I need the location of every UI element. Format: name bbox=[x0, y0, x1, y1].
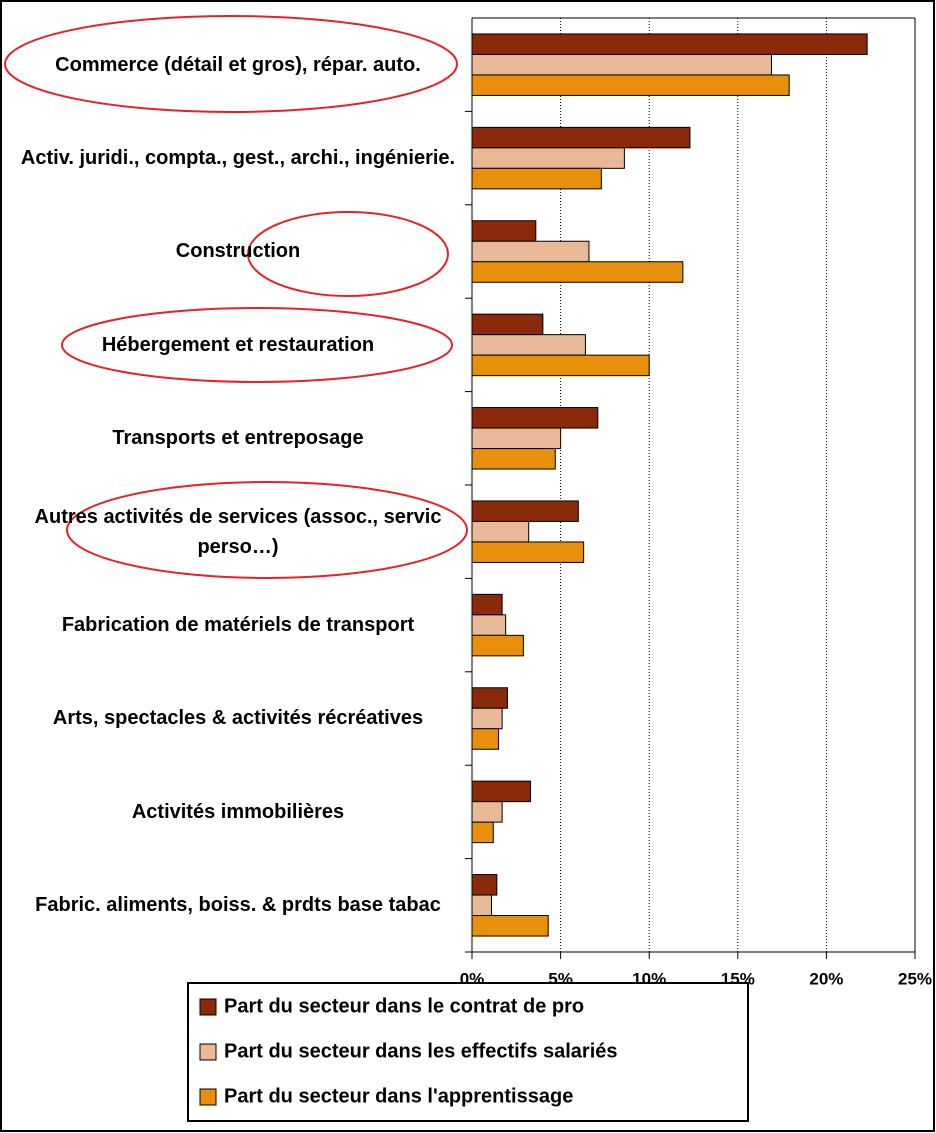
legend-label: Part du secteur dans l'apprentissage bbox=[224, 1085, 573, 1107]
category-label: Commerce (détail et gros), répar. auto. bbox=[12, 18, 464, 111]
category-text: Commerce (détail et gros), répar. auto. bbox=[55, 53, 421, 76]
legend-swatch bbox=[199, 1088, 217, 1106]
bar bbox=[471, 894, 492, 917]
bar bbox=[471, 614, 507, 636]
highlight-ellipse bbox=[4, 15, 458, 113]
bar bbox=[471, 520, 530, 543]
category-text: Autres activités de services (assoc., se… bbox=[34, 505, 442, 558]
bar bbox=[471, 448, 556, 470]
legend-label: Part du secteur dans les effectifs salar… bbox=[224, 1040, 618, 1062]
legend-swatch bbox=[199, 998, 217, 1016]
category-label: Fabric. aliments, boiss. & prdts base ta… bbox=[12, 859, 464, 952]
highlight-ellipse bbox=[61, 307, 453, 383]
highlight-ellipse bbox=[66, 481, 468, 579]
category-label: Hébergement et restauration bbox=[12, 298, 464, 391]
bar bbox=[471, 334, 586, 356]
category-label: Transports et entreposage bbox=[12, 392, 464, 485]
bar bbox=[471, 874, 498, 896]
bar bbox=[471, 634, 524, 657]
category-text: Construction bbox=[175, 240, 301, 263]
bar bbox=[471, 728, 500, 750]
bar bbox=[471, 541, 585, 563]
category-label: Arts, spectacles & activités récréatives bbox=[12, 672, 464, 765]
bar bbox=[471, 167, 602, 190]
bar bbox=[471, 354, 650, 377]
category-text: Arts, spectacles & activités récréatives bbox=[52, 707, 424, 730]
bar bbox=[471, 313, 544, 336]
bar bbox=[471, 126, 691, 149]
bar bbox=[471, 593, 503, 616]
legend-label: Part du secteur dans le contrat de pro bbox=[224, 995, 584, 1017]
bar bbox=[471, 427, 562, 450]
bar bbox=[471, 220, 537, 242]
bar bbox=[471, 780, 531, 803]
bar bbox=[471, 53, 772, 76]
bar bbox=[471, 821, 494, 844]
bar bbox=[471, 915, 549, 937]
bar bbox=[471, 500, 579, 522]
category-text: Fabric. aliments, boiss. & prdts base ta… bbox=[35, 894, 441, 917]
category-text: Activ. juridi., compta., gest., archi., … bbox=[20, 147, 456, 170]
category-text: Hébergement et restauration bbox=[101, 333, 375, 356]
bar bbox=[471, 687, 508, 709]
category-label: Activ. juridi., compta., gest., archi., … bbox=[12, 111, 464, 204]
x-tick-label: 25% bbox=[898, 969, 932, 988]
bar bbox=[471, 240, 590, 263]
category-label: Autres activités de services (assoc., se… bbox=[12, 485, 464, 578]
category-label: Fabrication de matériels de transport bbox=[12, 578, 464, 671]
category-text: Transports et entreposage bbox=[112, 427, 364, 450]
bar bbox=[471, 407, 599, 429]
legend-swatch bbox=[199, 1043, 217, 1061]
category-text: Activités immobilières bbox=[131, 800, 345, 823]
highlight-ellipse bbox=[247, 211, 449, 297]
bar bbox=[471, 74, 790, 96]
bar bbox=[471, 33, 868, 55]
bar bbox=[471, 707, 503, 730]
legend-box bbox=[187, 982, 749, 1122]
category-label: Construction bbox=[12, 205, 464, 298]
category-label: Activités immobilières bbox=[12, 765, 464, 858]
bar bbox=[471, 261, 684, 283]
x-tick-label: 20% bbox=[809, 969, 843, 988]
bar bbox=[471, 147, 625, 169]
category-text: Fabrication de matériels de transport bbox=[61, 614, 415, 637]
bar bbox=[471, 801, 503, 823]
